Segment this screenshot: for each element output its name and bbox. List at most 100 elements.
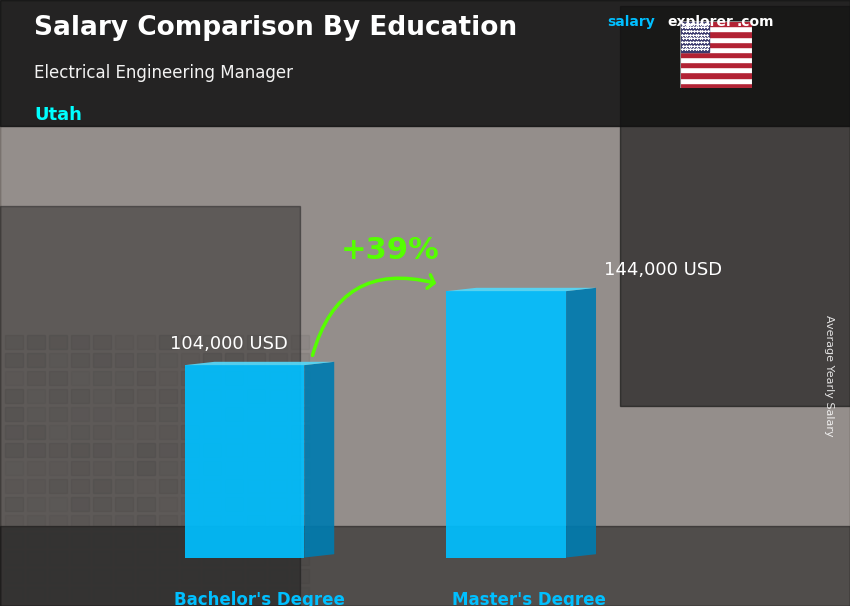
Bar	[49, 353, 67, 367]
Bar	[5, 353, 23, 367]
Bar	[0, 206, 300, 606]
Bar	[247, 551, 265, 565]
Bar	[680, 42, 752, 47]
Bar	[203, 533, 221, 547]
Bar	[93, 353, 111, 367]
Bar	[159, 461, 177, 475]
Bar	[0, 526, 850, 606]
Bar	[5, 407, 23, 421]
Bar	[115, 497, 133, 511]
Bar	[181, 587, 199, 601]
Bar	[27, 515, 45, 529]
Bar	[680, 52, 752, 57]
Bar	[203, 353, 221, 367]
Bar	[225, 515, 243, 529]
Bar	[71, 569, 89, 583]
Bar	[247, 371, 265, 385]
Bar	[269, 407, 287, 421]
Bar	[203, 335, 221, 349]
Bar	[115, 407, 133, 421]
Bar	[27, 425, 45, 439]
Bar	[225, 389, 243, 403]
Bar	[181, 461, 199, 475]
Bar	[680, 78, 752, 83]
Bar	[225, 353, 243, 367]
Bar	[49, 407, 67, 421]
Bar	[49, 569, 67, 583]
Bar	[49, 515, 67, 529]
Text: .com: .com	[737, 15, 774, 29]
Bar	[247, 389, 265, 403]
Bar	[269, 335, 287, 349]
Bar	[225, 551, 243, 565]
Polygon shape	[184, 365, 304, 558]
Bar	[203, 515, 221, 529]
Bar	[115, 587, 133, 601]
Bar	[5, 335, 23, 349]
Bar	[269, 587, 287, 601]
Bar	[49, 497, 67, 511]
Bar	[115, 371, 133, 385]
Bar	[5, 461, 23, 475]
Bar	[137, 479, 155, 493]
Polygon shape	[446, 288, 596, 291]
Bar	[291, 551, 309, 565]
Bar	[137, 533, 155, 547]
Bar	[203, 407, 221, 421]
Bar	[291, 407, 309, 421]
Bar	[49, 479, 67, 493]
Text: +39%: +39%	[341, 236, 439, 265]
Bar	[137, 335, 155, 349]
Bar	[291, 569, 309, 583]
Bar	[291, 479, 309, 493]
Bar	[159, 551, 177, 565]
Bar	[181, 569, 199, 583]
Text: Utah: Utah	[34, 106, 82, 124]
Bar	[49, 335, 67, 349]
Polygon shape	[184, 362, 334, 365]
Bar	[269, 371, 287, 385]
Bar	[225, 443, 243, 457]
Bar	[137, 389, 155, 403]
Bar	[71, 353, 89, 367]
Bar	[225, 569, 243, 583]
Bar	[225, 479, 243, 493]
Bar	[71, 515, 89, 529]
Bar	[159, 335, 177, 349]
Bar	[137, 407, 155, 421]
Bar	[93, 461, 111, 475]
Bar	[159, 389, 177, 403]
Bar	[247, 353, 265, 367]
Bar	[27, 371, 45, 385]
Bar	[181, 479, 199, 493]
Bar	[680, 47, 752, 52]
Bar	[159, 515, 177, 529]
Bar	[49, 461, 67, 475]
Text: Bachelor's Degree: Bachelor's Degree	[174, 591, 345, 606]
Bar	[93, 515, 111, 529]
Bar	[225, 461, 243, 475]
Bar	[247, 461, 265, 475]
Bar	[137, 425, 155, 439]
Bar	[225, 425, 243, 439]
Bar	[247, 335, 265, 349]
Bar	[203, 461, 221, 475]
Bar	[247, 587, 265, 601]
Bar	[93, 533, 111, 547]
Bar	[71, 479, 89, 493]
Bar	[27, 389, 45, 403]
Bar	[203, 551, 221, 565]
Bar	[27, 533, 45, 547]
Bar	[159, 497, 177, 511]
Bar	[620, 6, 850, 406]
Bar	[137, 371, 155, 385]
Bar	[291, 389, 309, 403]
Bar	[247, 515, 265, 529]
Bar	[115, 425, 133, 439]
Bar	[137, 461, 155, 475]
Bar	[93, 569, 111, 583]
Bar	[5, 533, 23, 547]
Bar	[71, 587, 89, 601]
Bar	[5, 443, 23, 457]
Bar	[203, 587, 221, 601]
